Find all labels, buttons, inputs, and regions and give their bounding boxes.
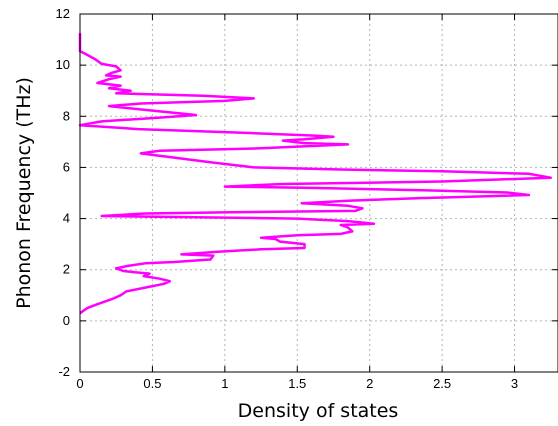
x-tick-label: 0 [76, 376, 83, 391]
x-tick-label: 0.5 [143, 376, 161, 391]
y-tick-label: -2 [58, 364, 70, 379]
y-tick-label: 12 [56, 6, 70, 21]
x-axis-label: Density of states [238, 400, 399, 422]
x-tick-labels: 0 0.5 1 1.5 2 2.5 3 [76, 376, 518, 391]
y-tick-label: 8 [63, 108, 70, 123]
y-tick-label: 4 [63, 211, 70, 226]
y-tick-label: 10 [56, 57, 70, 72]
y-tick-label: 0 [63, 313, 70, 328]
x-tick-label: 2 [366, 376, 373, 391]
x-tick-label: 2.5 [433, 376, 451, 391]
y-tick-label: 2 [63, 262, 70, 277]
dos-curve [78, 33, 553, 315]
plot-frame [79, 13, 558, 373]
x-tick-label: 1.5 [288, 376, 306, 391]
series-layer [78, 33, 553, 315]
y-tick-labels: -2 0 2 4 6 8 10 12 [56, 6, 70, 379]
x-tick-label: 1 [221, 376, 228, 391]
y-axis-label: Phonon Frequency (THz) [13, 77, 35, 309]
x-tick-label: 3 [511, 376, 518, 391]
y-tick-label: 6 [63, 159, 70, 174]
